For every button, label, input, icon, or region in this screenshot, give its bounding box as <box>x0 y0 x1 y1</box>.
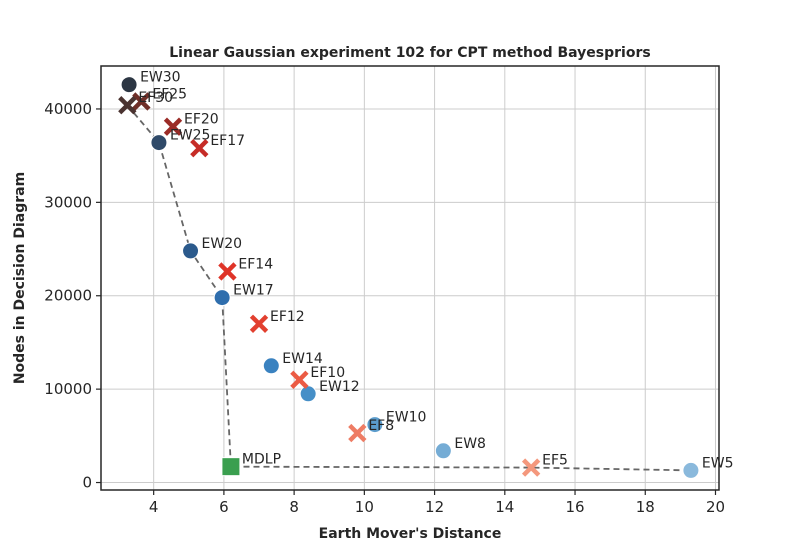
point-mdlp <box>221 457 241 477</box>
point-ew14 <box>262 357 280 375</box>
label-ew17: EW17 <box>233 283 274 299</box>
label-ew25: EW25 <box>170 128 211 144</box>
ticks: 4 6 8 10 12 14 16 18 20 0 10000 20000 30000 40000 <box>44 100 725 516</box>
x-axis-label: Earth Mover's Distance <box>319 526 502 542</box>
x-tick-label: 10 <box>355 498 374 516</box>
marks <box>118 76 700 479</box>
grid <box>101 66 719 490</box>
y-axis-label: Nodes in Decision Diagram <box>12 172 28 384</box>
point-ew17 <box>213 289 231 307</box>
x-tick-label: 8 <box>289 498 299 516</box>
x-tick-label: 20 <box>706 498 725 516</box>
point-ef8 <box>348 423 367 443</box>
label-ef20: EF20 <box>184 112 219 128</box>
y-tick-label: 10000 <box>44 380 92 398</box>
point-ew8 <box>434 442 452 460</box>
point-ew20 <box>182 242 200 260</box>
point-ef17 <box>190 139 209 158</box>
point-ew10 <box>366 416 384 434</box>
x-tick-label: 6 <box>219 498 229 516</box>
label-ew12: EW12 <box>319 379 360 395</box>
y-tick-label: 30000 <box>44 193 92 211</box>
label-ew5: EW5 <box>702 455 734 471</box>
x-tick-label: 14 <box>495 498 514 516</box>
label-ew10: EW10 <box>386 410 427 426</box>
label-ef12: EF12 <box>270 309 305 325</box>
point-ef14 <box>218 262 237 281</box>
point-ef30 <box>118 96 137 115</box>
label-mdlp: MDLP <box>242 452 281 468</box>
label-ef14: EF14 <box>238 256 273 272</box>
point-ew30 <box>120 76 138 94</box>
point-ew12 <box>299 385 317 403</box>
y-tick-label: 20000 <box>44 287 92 305</box>
point-ew5 <box>682 461 700 479</box>
y-tick-label: 0 <box>82 474 92 492</box>
label-ef17: EF17 <box>210 133 245 149</box>
x-tick-label: 16 <box>565 498 584 516</box>
point-ef10 <box>290 370 309 389</box>
label-ef10: EF10 <box>310 365 345 381</box>
label-ew14: EW14 <box>282 351 323 367</box>
label-ew30: EW30 <box>140 70 181 86</box>
point-ef25 <box>132 92 151 111</box>
label-ef30: EF30 <box>138 90 173 106</box>
point-ef20 <box>163 117 183 136</box>
label-ef25: EF25 <box>152 86 187 102</box>
point-ef12 <box>249 314 269 333</box>
y-tick-label: 40000 <box>44 100 92 118</box>
x-tick-label: 18 <box>636 498 655 516</box>
label-ef5: EF5 <box>542 453 568 469</box>
plot-frame <box>100 65 720 491</box>
label-ew8: EW8 <box>454 436 486 452</box>
point-labels: EW5 EW8 EW10 EW12 EW14 EW17 EW20 EW25 EW30 EF5 EF8… <box>138 70 733 472</box>
x-tick-label: 4 <box>149 498 159 516</box>
label-ef8: EF8 <box>368 418 394 434</box>
chart-title: Linear Gaussian experiment 102 for CPT m… <box>169 45 650 61</box>
label-ew20: EW20 <box>202 236 243 252</box>
point-ew25 <box>150 134 168 152</box>
point-ef5 <box>521 458 541 477</box>
x-tick-label: 12 <box>425 498 444 516</box>
